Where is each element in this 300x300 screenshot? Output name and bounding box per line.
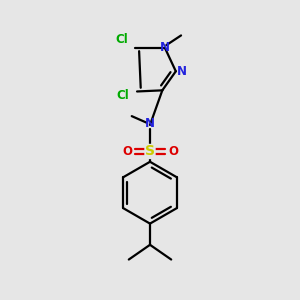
Text: N: N <box>177 65 187 78</box>
Text: Cl: Cl <box>116 33 128 46</box>
Text: N: N <box>144 117 154 130</box>
Text: N: N <box>160 41 170 54</box>
Text: O: O <box>168 145 178 158</box>
Text: O: O <box>122 145 132 158</box>
Text: S: S <box>145 145 155 158</box>
Text: Cl: Cl <box>116 88 129 101</box>
